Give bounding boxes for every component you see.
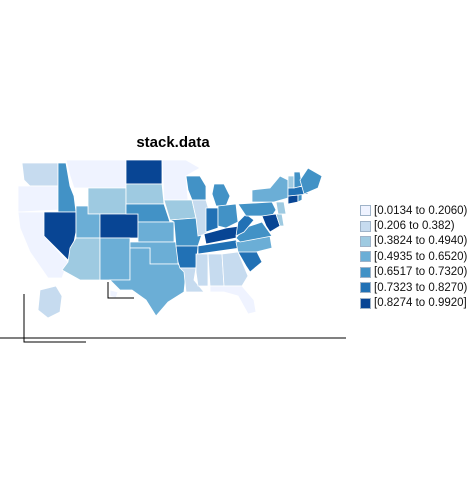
- state-nj: [275, 201, 287, 215]
- state-ga: [221, 251, 249, 287]
- state-hi: [109, 289, 119, 299]
- legend-item: [0.8274 to 0.9920]: [360, 295, 467, 310]
- state-pa: [237, 201, 277, 217]
- state-al: [207, 253, 225, 287]
- legend-label: [0.3824 to 0.4940): [374, 235, 468, 248]
- legend-label: [0.7323 to 0.8270): [374, 281, 468, 294]
- state-tx: [109, 247, 187, 317]
- state-wa: [21, 162, 59, 187]
- legend-swatch: [360, 297, 371, 309]
- legend-swatch: [360, 251, 371, 263]
- state-sd: [125, 183, 165, 205]
- state-ar: [175, 245, 199, 269]
- legend: [0.0134 to 0.2060) [0.206 to 0.382) [0.3…: [360, 203, 467, 311]
- state-vt: [287, 175, 295, 189]
- state-ms: [195, 253, 209, 287]
- state-ia: [163, 199, 197, 221]
- state-ks: [137, 221, 175, 243]
- legend-label: [0.6517 to 0.7320): [374, 266, 468, 279]
- legend-item: [0.3824 to 0.4940): [360, 234, 467, 249]
- state-tn: [197, 239, 241, 255]
- legend-item: [0.7323 to 0.8270): [360, 280, 467, 295]
- state-wi: [185, 175, 207, 201]
- state-oh: [217, 203, 239, 229]
- legend-item: [0.206 to 0.382): [360, 218, 467, 233]
- state-co: [99, 213, 139, 239]
- inset-frames: [23, 282, 134, 343]
- state-ak: [37, 285, 63, 319]
- state-in: [205, 207, 219, 233]
- legend-label: [0.8274 to 0.9920]: [374, 297, 467, 310]
- legend-swatch: [360, 282, 371, 294]
- legend-label: [0.0134 to 0.2060): [374, 204, 468, 217]
- state-mt: [65, 159, 127, 189]
- map-title: stack.data: [136, 134, 210, 151]
- legend-label: [0.206 to 0.382): [374, 220, 455, 233]
- state-me: [299, 167, 323, 195]
- legend-item: [0.0134 to 0.2060): [360, 203, 467, 218]
- state-ny: [251, 175, 289, 203]
- legend-label: [0.4935 to 0.6520): [374, 250, 468, 263]
- legend-swatch: [360, 266, 371, 278]
- legend-item: [0.6517 to 0.7320): [360, 265, 467, 280]
- legend-swatch: [360, 235, 371, 247]
- state-nd: [125, 159, 163, 185]
- state-fl: [209, 285, 257, 315]
- legend-swatch: [360, 220, 371, 232]
- legend-swatch: [360, 205, 371, 217]
- hawaii-inset-frame: [107, 282, 134, 299]
- state-wv: [235, 213, 255, 237]
- alaska-inset-frame: [23, 294, 86, 343]
- state-nm: [99, 237, 131, 281]
- state-or: [17, 185, 59, 213]
- state-mi: [211, 183, 231, 207]
- legend-item: [0.4935 to 0.6520): [360, 249, 467, 264]
- state-md: [261, 213, 281, 233]
- state-wy: [87, 187, 127, 215]
